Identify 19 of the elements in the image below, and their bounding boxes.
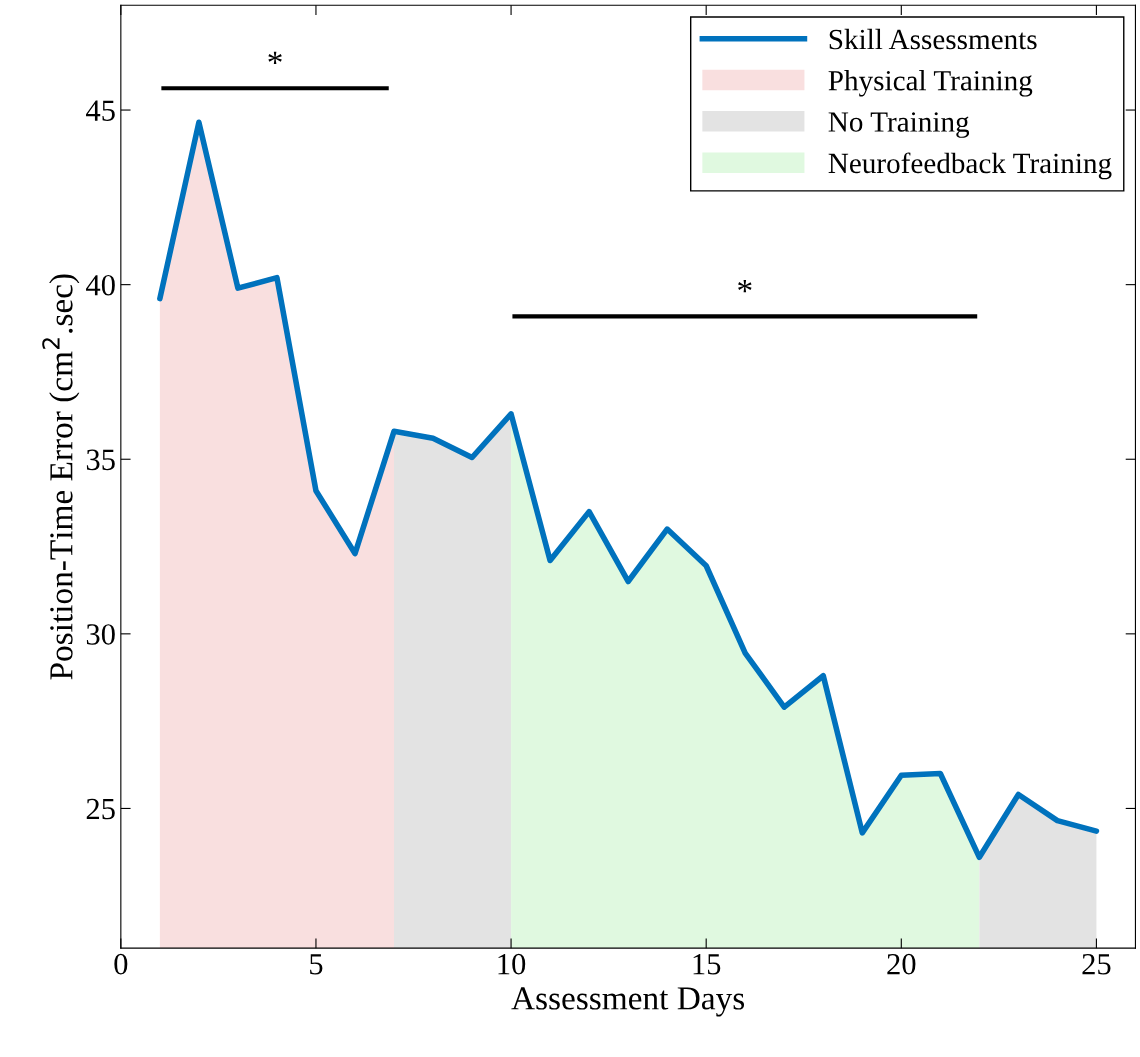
y-tick-label: 40	[86, 274, 115, 296]
x-tick-label: 5	[310, 954, 323, 975]
legend-label: Skill Assessments	[829, 28, 1037, 50]
x-tick-label: 20	[887, 953, 916, 975]
y-axis-title: Position-Time Error (cm$^{2}$.sec)	[42, 274, 80, 680]
x-tick-label: 15	[693, 954, 721, 975]
x-tick-label: 25	[1082, 953, 1111, 975]
legend-label: Physical Training	[828, 70, 1033, 97]
y-tick-label: 30	[86, 624, 115, 645]
annotation: *	[268, 51, 282, 65]
x-axis-title: Assessment Days	[511, 987, 745, 1017]
x-tick-label: 0	[114, 953, 128, 975]
y-tick-label: 25	[86, 798, 115, 820]
legend-label: No Training	[828, 112, 970, 138]
legend-label: Neurofeedback Training	[828, 152, 1112, 180]
y-tick-label: 45	[86, 100, 115, 121]
annotation: *	[738, 279, 752, 293]
y-tick-label: 35	[86, 449, 115, 471]
x-tick-label: 10	[498, 953, 526, 975]
